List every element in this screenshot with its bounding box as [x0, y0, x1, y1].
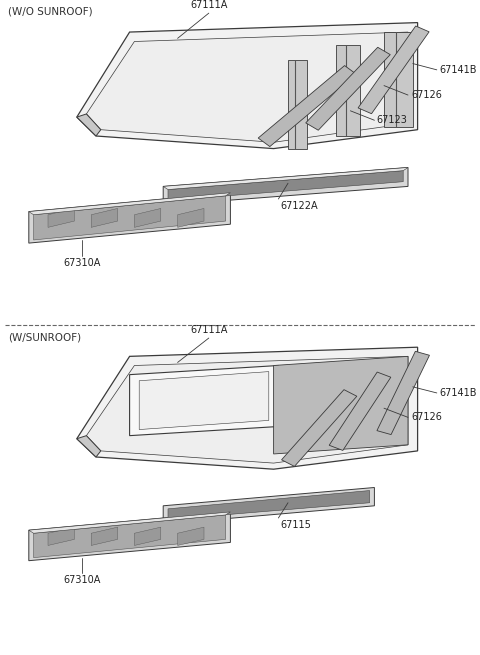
- Polygon shape: [48, 208, 74, 227]
- Polygon shape: [34, 196, 226, 240]
- Polygon shape: [274, 356, 408, 454]
- Polygon shape: [139, 371, 269, 430]
- Text: 67115: 67115: [280, 520, 311, 530]
- Polygon shape: [178, 527, 204, 546]
- Polygon shape: [288, 60, 307, 149]
- Polygon shape: [178, 208, 204, 227]
- Polygon shape: [134, 208, 161, 227]
- Text: 67126: 67126: [411, 413, 442, 422]
- Polygon shape: [329, 372, 391, 451]
- Polygon shape: [29, 193, 230, 243]
- Text: 67111A: 67111A: [190, 0, 228, 10]
- Polygon shape: [336, 45, 360, 136]
- Polygon shape: [163, 487, 374, 524]
- Polygon shape: [282, 390, 357, 466]
- Polygon shape: [130, 365, 278, 436]
- Polygon shape: [91, 208, 118, 227]
- Text: 67111A: 67111A: [190, 325, 228, 335]
- Text: (W/SUNROOF): (W/SUNROOF): [8, 332, 81, 342]
- Polygon shape: [134, 527, 161, 546]
- Polygon shape: [86, 32, 408, 142]
- Polygon shape: [77, 347, 418, 469]
- Polygon shape: [48, 527, 74, 546]
- Polygon shape: [163, 168, 408, 189]
- Polygon shape: [168, 491, 370, 519]
- Polygon shape: [306, 47, 390, 130]
- Text: 67310A: 67310A: [63, 257, 100, 268]
- Text: 67126: 67126: [411, 90, 442, 100]
- Text: 67141B: 67141B: [440, 388, 477, 398]
- Polygon shape: [77, 23, 418, 149]
- Polygon shape: [34, 515, 226, 557]
- Text: 67123: 67123: [376, 115, 407, 125]
- Polygon shape: [168, 171, 403, 200]
- Polygon shape: [86, 356, 408, 463]
- Text: 67141B: 67141B: [440, 65, 477, 75]
- Polygon shape: [358, 26, 429, 114]
- Polygon shape: [163, 168, 408, 205]
- Text: 67310A: 67310A: [63, 575, 100, 585]
- Polygon shape: [77, 114, 101, 136]
- Polygon shape: [29, 193, 230, 215]
- Polygon shape: [384, 32, 413, 126]
- Text: (W/O SUNROOF): (W/O SUNROOF): [8, 7, 93, 17]
- Text: 67122A: 67122A: [280, 201, 318, 211]
- Polygon shape: [29, 512, 230, 533]
- Polygon shape: [258, 66, 356, 147]
- Polygon shape: [91, 527, 118, 546]
- Polygon shape: [77, 436, 101, 457]
- Polygon shape: [377, 351, 430, 434]
- Polygon shape: [29, 512, 230, 561]
